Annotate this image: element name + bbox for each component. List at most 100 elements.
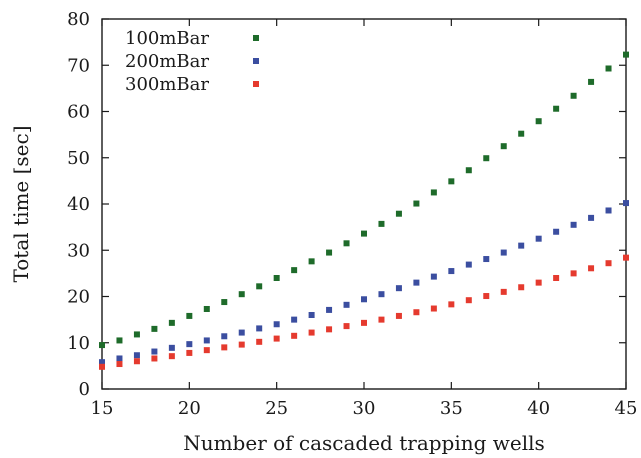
data-point [116, 337, 123, 344]
data-point [326, 249, 333, 256]
data-point [395, 210, 402, 217]
data-point [99, 359, 105, 366]
data-point [623, 51, 629, 58]
data-point [395, 312, 402, 319]
y-tick-label: 70 [67, 55, 90, 76]
legend-marker [253, 81, 259, 87]
data-point [291, 267, 298, 274]
data-point [588, 214, 595, 221]
data-point [448, 301, 455, 308]
data-point [605, 65, 612, 72]
data-point [273, 335, 280, 342]
data-point [361, 230, 367, 237]
tick-labels: 15 20 25 30 35 40 45 0 10 20 30 40 50 60 70 80 [67, 9, 637, 419]
y-tick-label: 10 [67, 333, 90, 354]
legend-marker [253, 58, 259, 64]
data-point [483, 256, 490, 263]
y-tick-label: 50 [67, 148, 90, 169]
x-tick-label: 25 [265, 398, 288, 419]
data-points [99, 51, 629, 370]
data-point [378, 291, 385, 298]
data-point [535, 235, 542, 242]
data-point [186, 341, 193, 348]
data-point [413, 200, 420, 207]
legend-marker [253, 35, 259, 41]
data-point [518, 130, 525, 137]
data-point [378, 220, 385, 227]
data-point [483, 293, 490, 300]
data-point [221, 299, 228, 306]
data-point [326, 326, 333, 333]
data-point [623, 200, 629, 207]
data-point [430, 273, 437, 280]
data-point [465, 261, 472, 268]
x-tick-label: 20 [178, 398, 201, 419]
data-point [343, 301, 350, 308]
data-point [133, 352, 140, 359]
data-point [570, 270, 577, 277]
data-point [151, 325, 158, 332]
data-point [465, 167, 472, 174]
data-point [553, 105, 560, 112]
data-point [413, 279, 420, 286]
data-point [186, 349, 193, 356]
data-point [256, 338, 263, 345]
data-point [326, 306, 333, 313]
data-point [553, 228, 560, 235]
data-point [99, 363, 105, 370]
data-point [308, 329, 315, 336]
data-point [203, 337, 210, 344]
data-point [151, 348, 158, 355]
legend-label: 200mBar [125, 51, 209, 72]
x-tick-label: 35 [440, 398, 463, 419]
data-point [168, 344, 175, 351]
data-point [413, 309, 420, 316]
data-point [361, 319, 367, 326]
data-point [570, 221, 577, 228]
data-point [273, 321, 280, 328]
data-point [553, 275, 560, 281]
y-tick-label: 0 [79, 379, 90, 400]
data-point [133, 331, 140, 338]
data-point [518, 242, 525, 249]
data-point [238, 341, 245, 348]
data-point [273, 275, 280, 281]
x-tick-label: 45 [615, 398, 638, 419]
data-point [308, 258, 315, 265]
data-point [570, 92, 577, 99]
data-point [448, 178, 455, 185]
data-point [291, 332, 298, 339]
data-point [430, 189, 437, 196]
data-point [308, 312, 315, 318]
legend-label: 300mBar [125, 74, 209, 95]
data-point [361, 296, 367, 303]
y-tick-label: 40 [67, 194, 90, 215]
data-point [168, 353, 175, 360]
series-200mBar [99, 200, 629, 366]
y-tick-label: 20 [67, 287, 90, 308]
data-point [395, 285, 402, 292]
x-tick-label: 40 [527, 398, 550, 419]
data-point [465, 297, 472, 304]
data-point [168, 319, 175, 326]
data-point [256, 283, 263, 290]
series-300mBar [99, 254, 629, 370]
data-point [99, 342, 105, 349]
data-point [448, 268, 455, 275]
legend-label: 100mBar [125, 28, 209, 49]
y-tick-label: 80 [67, 9, 90, 30]
data-point [535, 118, 542, 125]
data-point [186, 312, 193, 319]
series-100mBar [99, 51, 629, 349]
data-point [291, 316, 298, 323]
data-point [378, 316, 385, 323]
data-point [203, 347, 210, 354]
data-point [343, 323, 350, 330]
data-point [588, 265, 595, 272]
data-point [500, 249, 507, 256]
data-point [116, 355, 123, 362]
data-point [500, 143, 507, 150]
data-point [151, 355, 158, 362]
